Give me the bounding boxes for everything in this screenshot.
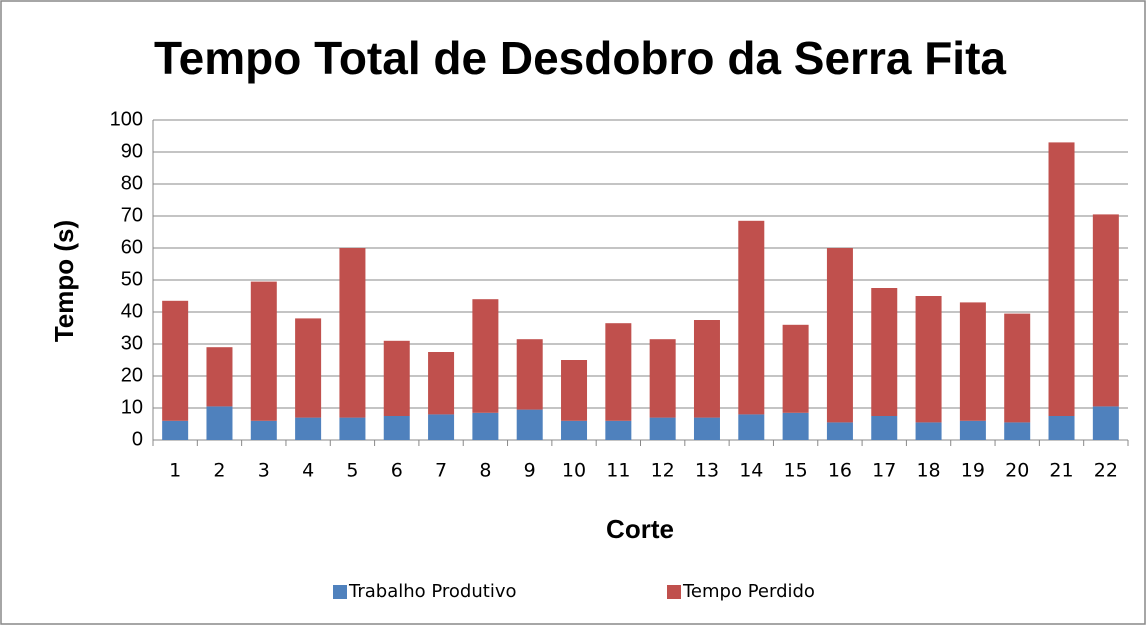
y-tick-label: 20 [121,364,143,386]
x-tick-label: 20 [1005,460,1029,482]
bar-segment [826,248,853,423]
x-tick-label: 1 [169,460,181,482]
y-tick-label: 10 [121,396,143,418]
x-tick-label: 8 [479,460,491,482]
x-tick-label: 7 [435,460,447,482]
bar-segment [738,414,765,440]
x-tick-label: 21 [1049,460,1073,482]
y-tick-label: 0 [132,428,143,450]
x-tick-label: 9 [524,460,536,482]
bar-segment [295,318,322,418]
bar-segment [1048,416,1075,440]
bar-segment [339,417,366,440]
bar-segment [649,339,676,418]
bar-segment [561,360,588,421]
bar-segment [915,422,942,440]
x-tick-label: 4 [302,460,314,482]
y-tick-label: 70 [121,204,143,226]
bar-segment [693,320,720,418]
chart-title: Tempo Total de Desdobro da Serra Fita [154,32,1006,84]
x-axis-title: Corte [606,514,674,544]
x-tick-label: 5 [346,460,358,482]
bar-segment [738,220,765,415]
x-tick-label: 6 [391,460,403,482]
x-tick-label: 10 [562,460,586,482]
x-tick-label: 2 [213,460,225,482]
bar-segment [561,420,588,440]
bar-segment [162,420,189,440]
legend-swatch [333,585,347,599]
bar-segment [1092,214,1119,407]
bar-segment [915,296,942,423]
bar-segment [206,347,233,407]
bar-segment [472,412,499,440]
bar-segment [1048,142,1075,416]
bar-segment [649,417,676,440]
x-tick-label: 16 [828,460,852,482]
bar-segment [428,414,455,440]
y-tick-label: 50 [121,268,143,290]
legend-label: Trabalho Produtivo [348,581,517,602]
bar-segment [959,302,986,421]
x-tick-label: 11 [606,460,630,482]
bar-segment [826,422,853,440]
y-tick-label: 60 [121,236,143,258]
x-tick-label: 3 [258,460,270,482]
bar-segment [693,417,720,440]
bar-segment [1092,406,1119,440]
y-axis-title: Tempo (s) [49,220,79,342]
bar-segment [516,409,543,440]
y-tick-label: 90 [121,140,143,162]
bar-segment [871,288,898,416]
y-tick-label: 100 [110,108,143,130]
bar-segment [428,352,455,415]
bar-segment [782,324,809,413]
y-tick-label: 30 [121,332,143,354]
x-tick-label: 14 [739,460,763,482]
bar-segment [250,281,277,421]
x-tick-label: 18 [916,460,940,482]
bar-segment [871,416,898,440]
y-tick-label: 40 [121,300,143,322]
x-tick-label: 22 [1094,460,1118,482]
x-tick-label: 15 [784,460,808,482]
y-tick-label: 80 [121,172,143,194]
bar-segment [295,417,322,440]
bar-segment [605,323,632,421]
bar-segment [605,420,632,440]
bar-segment [1004,313,1031,423]
bar-segment [1004,422,1031,440]
bar-segment [782,412,809,440]
x-tick-label: 19 [961,460,985,482]
bar-segment [250,420,277,440]
bar-segment [383,340,410,416]
x-tick-label: 13 [695,460,719,482]
bar-segment [959,420,986,440]
bar-segment [472,299,499,413]
bar-segment [516,339,543,410]
legend-label: Tempo Perdido [682,581,815,602]
bar-segment [339,248,366,418]
x-tick-label: 17 [872,460,896,482]
bar-segment [206,406,233,440]
legend-swatch [667,585,681,599]
bar-segment [383,416,410,440]
bar-segment [162,300,189,421]
x-tick-label: 12 [651,460,675,482]
